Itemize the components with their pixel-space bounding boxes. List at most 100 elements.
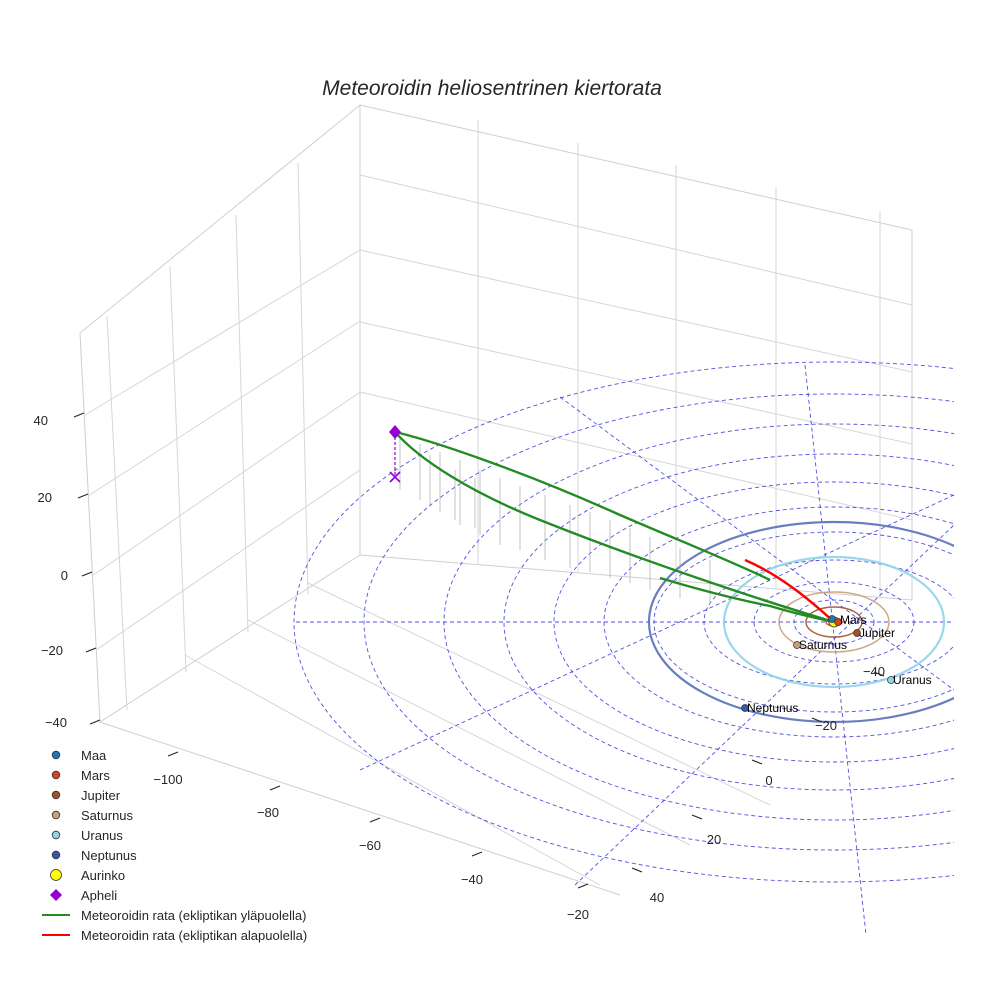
legend-label: Neptunus [81, 848, 137, 863]
legend-item: Uranus [51, 828, 123, 843]
planet-marker-mars [834, 618, 842, 626]
aphelion-projection-marker [389, 471, 401, 483]
planet-label-mars: Mars [840, 613, 867, 627]
x-tick [369, 817, 381, 823]
legend-label: Saturnus [81, 808, 134, 823]
grid-line [91, 391, 361, 577]
grid-line [359, 321, 913, 445]
legend-item: Mars [51, 768, 110, 783]
grid-line [87, 320, 361, 497]
legend-item: Neptunus [51, 848, 137, 863]
x-tick-label: −80 [257, 805, 279, 820]
z-tick [77, 493, 89, 499]
chart-title: Meteoroidin heliosentrinen kiertorata [322, 77, 662, 100]
grid-line [307, 582, 771, 806]
legend-marker [50, 889, 62, 901]
planet-marker-jupiter [853, 629, 861, 637]
orbit-neptunus [647, 520, 954, 724]
legend-label: Meteoroidin rata (ekliptikan alapuolella… [81, 928, 307, 943]
meteoroid-orbit [391, 429, 835, 624]
legend-item: Saturnus [51, 808, 134, 823]
ecliptic-grid [293, 361, 954, 936]
z-tick-label: 20 [38, 490, 52, 505]
orbit-saturnus [778, 591, 890, 653]
planet-label-neptunus: Neptunus [747, 701, 798, 715]
floor-edge [99, 721, 621, 896]
grid-line [297, 162, 309, 595]
legend-marker [51, 790, 61, 800]
y-tick-label: 40 [650, 890, 664, 905]
planet-marker-uranus [887, 676, 895, 684]
y-tick-label: −20 [815, 718, 837, 733]
ecliptic-radial [804, 364, 867, 936]
y-tick-label: 20 [707, 832, 721, 847]
right-pane-edge [359, 104, 913, 601]
z-tick [89, 719, 101, 725]
ecliptic-ring [293, 361, 954, 883]
grid-line [359, 174, 913, 306]
legend-marker [51, 810, 61, 820]
ecliptic-ring [553, 481, 954, 763]
x-tick [167, 751, 179, 757]
planet-label-jupiter: Jupiter [859, 626, 895, 640]
grid-line [235, 214, 249, 633]
x-tick [471, 851, 483, 857]
orbit-above-ecliptic [391, 429, 835, 624]
planet-label-uranus: Uranus [893, 673, 932, 687]
left-pane-edge [79, 103, 361, 723]
legend: Maa Mars Jupiter Saturnus Uranus Neptunus Auri… [42, 748, 307, 943]
legend-marker [51, 830, 61, 840]
grid-line [247, 619, 691, 846]
legend-label: Uranus [81, 828, 123, 843]
y-tick [811, 717, 823, 723]
legend-item: Meteoroidin rata (ekliptikan alapuolella… [42, 928, 307, 943]
grid-line [359, 249, 913, 373]
grid-line [84, 249, 361, 416]
planet-orbits [647, 520, 954, 724]
legend-item: Apheli [50, 888, 117, 903]
grid-line [95, 469, 361, 651]
z-tick-label: −20 [41, 643, 63, 658]
legend-item: Aurinko [50, 868, 125, 883]
z-tick [81, 571, 93, 577]
y-tick [873, 671, 885, 677]
legend-item: Maa [51, 748, 107, 763]
x-tick-label: −20 [567, 907, 589, 922]
ecliptic-ring [363, 393, 954, 851]
legend-label: Mars [81, 768, 110, 783]
legend-marker [50, 869, 62, 881]
planet-marker-maa [828, 615, 836, 623]
legend-label: Jupiter [81, 788, 121, 803]
legend-label: Meteoroidin rata (ekliptikan yläpuolella… [81, 908, 306, 923]
x-tick [577, 883, 589, 889]
x-tick [269, 785, 281, 791]
ecliptic-ring [503, 453, 954, 791]
x-tick-label: −40 [461, 872, 483, 887]
legend-label: Apheli [81, 888, 117, 903]
axis-grid [79, 103, 913, 896]
ecliptic-radial [559, 396, 954, 691]
x-tick-label: −100 [153, 772, 182, 787]
z-tick-label: 40 [34, 413, 48, 428]
orbit-below-ecliptic [744, 558, 835, 623]
grid-line [169, 265, 187, 673]
y-tick [751, 759, 763, 765]
planet-label-saturnus: Saturnus [799, 638, 847, 652]
z-tick-label: −40 [45, 715, 67, 730]
orbit-above-ecliptic-inner [659, 576, 835, 624]
legend-label: Aurinko [81, 868, 125, 883]
ecliptic-radial [574, 524, 954, 886]
orbit-jupiter [805, 606, 863, 638]
z-tick-label: 0 [61, 568, 68, 583]
legend-item: Meteoroidin rata (ekliptikan yläpuolella… [42, 908, 306, 923]
grid-line [184, 654, 601, 886]
legend-label: Maa [81, 748, 107, 763]
legend-marker [51, 770, 61, 780]
grid-line [359, 391, 913, 521]
y-tick [691, 814, 703, 820]
grid-line [106, 315, 128, 711]
y-tick [631, 867, 643, 873]
x-tick-label: −60 [359, 838, 381, 853]
